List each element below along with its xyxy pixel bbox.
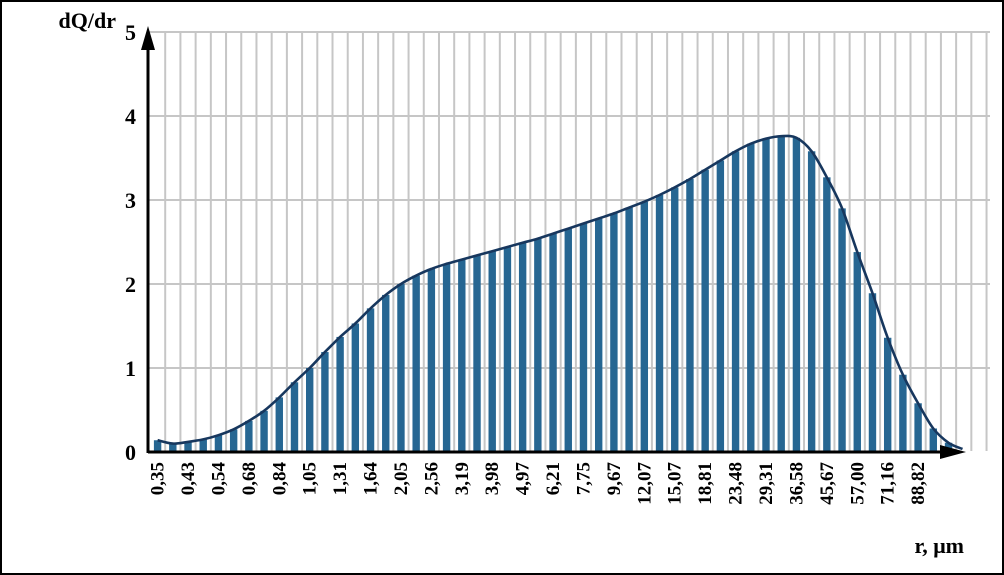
bar (671, 187, 679, 452)
x-tick-label: 1,64 (361, 462, 382, 496)
bar (473, 255, 481, 452)
bar (518, 242, 527, 452)
bar (823, 177, 831, 452)
bar (807, 151, 816, 452)
bar (716, 160, 725, 452)
distribution-curve (157, 134, 964, 451)
bar (549, 233, 557, 452)
bar (412, 275, 420, 452)
bar (655, 194, 664, 452)
y-tick-label: 1 (125, 356, 136, 381)
x-tick-label: 45,67 (817, 462, 838, 505)
bar (306, 368, 314, 452)
bar (366, 308, 375, 452)
y-tick-label: 2 (125, 272, 136, 297)
x-tick-label: 6,21 (543, 462, 564, 495)
bar (321, 352, 329, 452)
bar (640, 201, 649, 452)
x-tick-label: 0,43 (178, 462, 199, 495)
bar (427, 268, 436, 452)
bar (747, 143, 755, 452)
bar (899, 374, 907, 452)
bar (351, 323, 360, 452)
bar (792, 137, 801, 452)
bar (290, 382, 299, 452)
bar (594, 218, 603, 452)
bar (336, 336, 344, 452)
bar (564, 228, 572, 452)
bar (579, 223, 588, 452)
bar (275, 397, 283, 452)
bar (503, 247, 512, 452)
y-tick-label: 4 (125, 104, 136, 129)
x-tick-label: 1,31 (330, 462, 351, 495)
y-tick-label: 5 (125, 20, 136, 45)
x-tick-label: 1,05 (300, 462, 321, 495)
x-tick-label: 7,75 (573, 462, 594, 495)
x-tick-label: 29,31 (756, 462, 777, 505)
x-tick-label: 2,05 (391, 462, 412, 495)
x-tick-label: 0,35 (148, 462, 169, 495)
x-tick-label: 3,98 (482, 462, 503, 495)
x-tick-label: 9,67 (604, 462, 625, 496)
x-tick-label: 3,19 (452, 462, 473, 495)
bar (245, 420, 253, 452)
bar (868, 293, 877, 452)
x-tick-label: 0,68 (239, 462, 260, 495)
bar (731, 151, 740, 452)
x-tick-label: 15,07 (665, 462, 686, 505)
y-tick-label: 3 (125, 188, 136, 213)
bar (260, 410, 268, 452)
x-tick-label: 0,54 (208, 462, 229, 496)
bar (458, 259, 466, 452)
x-tick-label: 71,16 (878, 462, 899, 505)
bar (610, 213, 618, 452)
x-tick-label: 4,97 (513, 462, 534, 496)
y-tick-label: 0 (125, 440, 136, 465)
bar (853, 252, 861, 452)
y-axis-title: dQ/dr (58, 8, 116, 33)
bar (184, 441, 192, 452)
bar (701, 169, 709, 452)
bar (199, 439, 207, 452)
bar (762, 138, 770, 452)
bar (153, 440, 162, 452)
bar (442, 263, 451, 452)
x-tick-label: 18,81 (695, 462, 716, 505)
bar (229, 429, 238, 452)
x-axis-arrow (940, 445, 966, 459)
x-tick-label: 57,00 (847, 462, 868, 505)
bar (214, 435, 223, 452)
x-tick-label: 2,56 (421, 462, 442, 495)
x-tick-label: 0,84 (269, 462, 290, 496)
x-tick-label: 23,48 (726, 462, 747, 505)
bar (929, 428, 938, 452)
x-tick-label: 12,07 (634, 462, 655, 505)
bar (397, 284, 405, 452)
bar (488, 251, 496, 452)
bar (777, 136, 785, 452)
bar (625, 207, 633, 452)
bar (382, 294, 390, 452)
y-axis-arrow (141, 26, 155, 50)
x-tick-label: 88,82 (908, 462, 929, 505)
bar (686, 179, 694, 452)
bar (883, 337, 892, 452)
bar (914, 403, 922, 452)
bar (169, 443, 177, 452)
x-tick-label: 36,58 (786, 462, 807, 505)
x-axis-title: r, μm (914, 533, 964, 558)
bar (838, 208, 846, 452)
bar (534, 238, 542, 452)
